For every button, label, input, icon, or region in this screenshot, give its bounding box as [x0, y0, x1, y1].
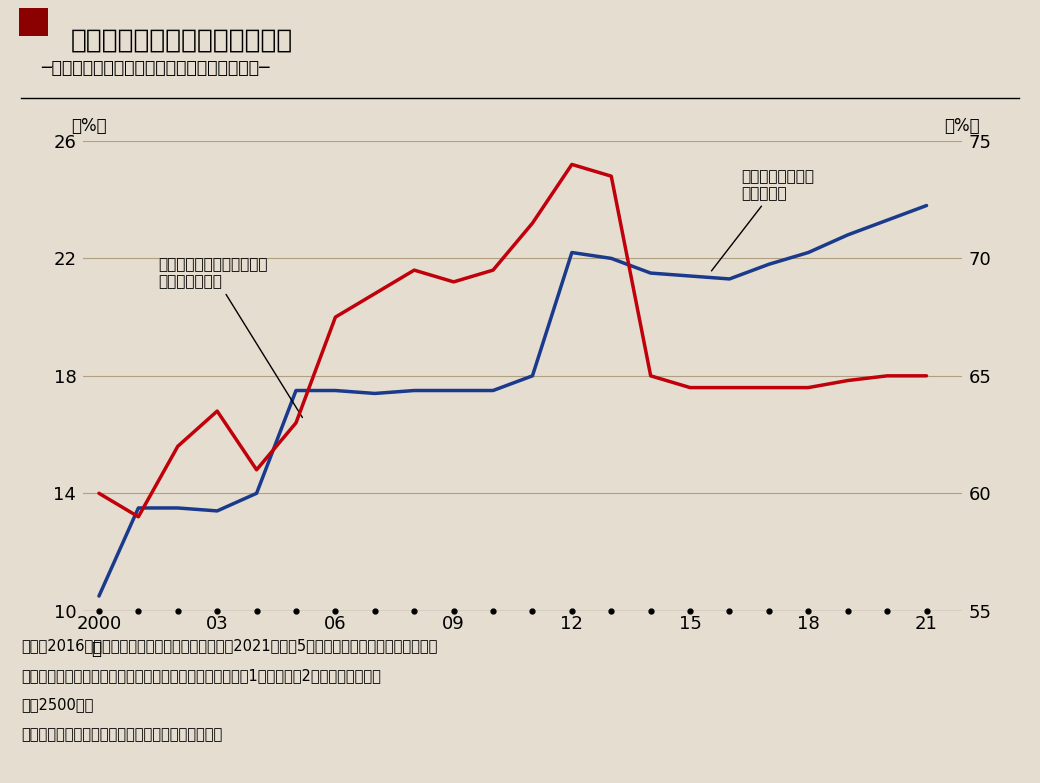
Text: 海外現地生産比率の上昇は続く: 海外現地生産比率の上昇は続く [71, 27, 293, 53]
Text: （%）: （%） [71, 117, 106, 135]
Text: 2500社）: 2500社） [21, 698, 94, 713]
Text: 海外現地生産比率
（左目盛）: 海外現地生産比率 （左目盛） [711, 169, 814, 271]
Text: ─海外現地生産比率と企業の割合（上場企業）─: ─海外現地生産比率と企業の割合（上場企業）─ [42, 59, 270, 77]
Text: （注）2016年度は「実績見込み」で、それ以降は2021年度（5年後）の「見込み」を線形補完し: （注）2016年度は「実績見込み」で、それ以降は2021年度（5年後）の「見込み… [21, 638, 437, 653]
Text: たもの。「上場企業」は東京、名古屋の証券取引所第1部および第2部上場全企業（約: たもの。「上場企業」は東京、名古屋の証券取引所第1部および第2部上場全企業（約 [21, 668, 381, 683]
Text: （出所）内閣府よりみずほ証券金融市場調査部作成: （出所）内閣府よりみずほ証券金融市場調査部作成 [21, 727, 223, 742]
Text: 海外現地生産を行う企業の
割合（右目盛）: 海外現地生産を行う企業の 割合（右目盛） [158, 257, 303, 417]
Text: 年: 年 [92, 640, 101, 658]
Bar [19, 8, 48, 36]
Text: （%）: （%） [944, 117, 980, 135]
